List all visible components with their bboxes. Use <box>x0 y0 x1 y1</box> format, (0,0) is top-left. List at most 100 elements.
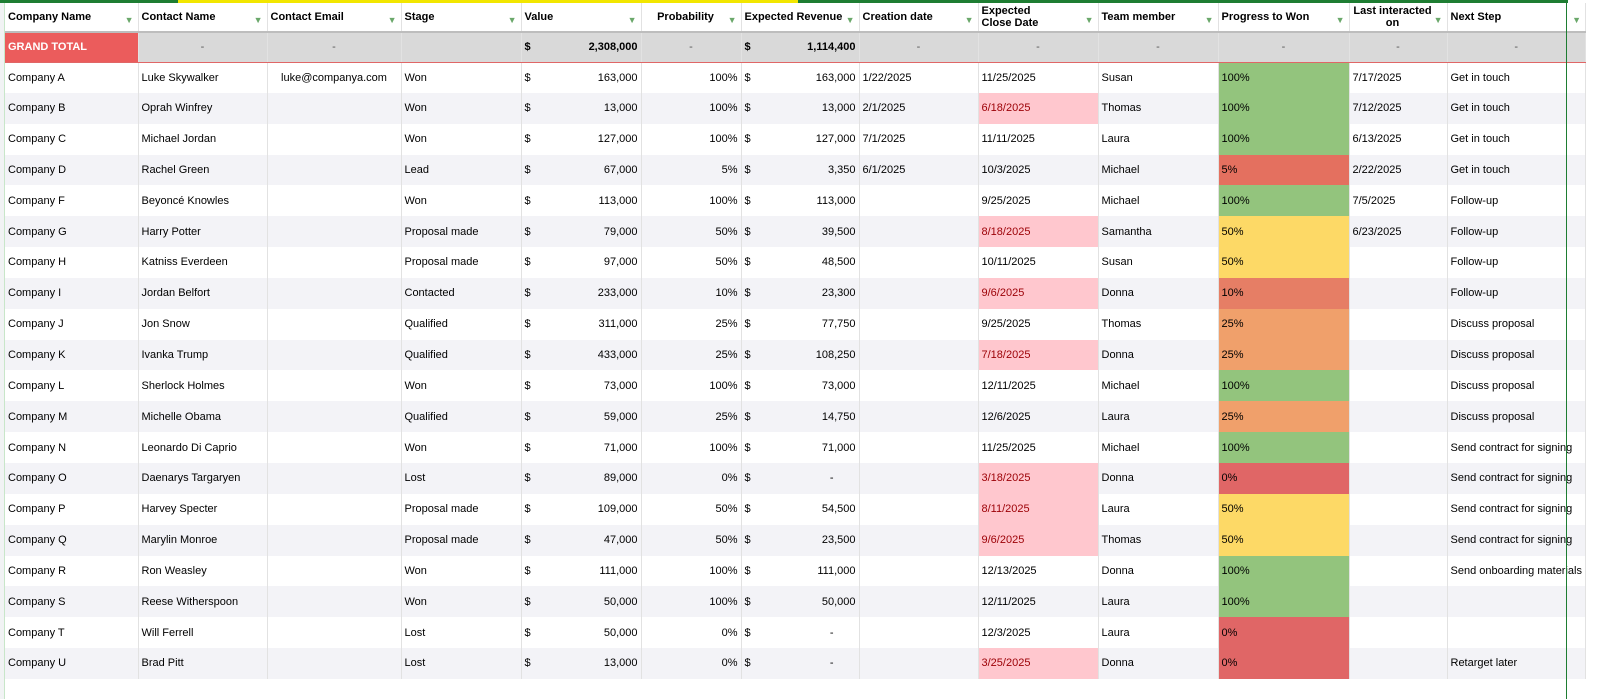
cell-team-member[interactable]: Laura <box>1098 586 1219 618</box>
cell-probability[interactable]: 100% <box>641 370 742 402</box>
cell-contact-name[interactable]: Daenarys Targaryen <box>138 462 268 494</box>
cell-last-interacted-on[interactable] <box>1349 401 1448 433</box>
cell-last-interacted-on[interactable]: 2/22/2025 <box>1349 154 1448 186</box>
filter-icon[interactable]: ▼ <box>1572 15 1581 25</box>
cell-progress-to-won[interactable]: 10% <box>1218 277 1350 309</box>
cell-contact-email[interactable] <box>267 555 402 587</box>
cell-value[interactable]: $50,000 <box>521 617 642 649</box>
cell-probability[interactable]: 0% <box>641 617 742 649</box>
header-creation-date[interactable]: Creation date ▼ <box>859 3 979 33</box>
cell-company-name[interactable]: Company A <box>5 62 139 93</box>
cell-probability[interactable]: 0% <box>641 648 742 679</box>
cell-progress-to-won[interactable]: 25% <box>1218 401 1350 433</box>
cell-expected-close-date[interactable]: 12/13/2025 <box>978 555 1099 587</box>
total-expected-revenue[interactable]: $1,114,400 <box>741 32 860 63</box>
cell-company-name[interactable]: Company I <box>5 277 139 309</box>
cell-company-name[interactable]: Company T <box>5 617 139 649</box>
cell-last-interacted-on[interactable] <box>1349 617 1448 649</box>
header-next-step[interactable]: Next Step ▼ <box>1447 3 1586 33</box>
cell-creation-date[interactable]: 1/22/2025 <box>859 62 979 93</box>
cell-value[interactable]: $13,000 <box>521 92 642 124</box>
cell-stage[interactable]: Qualified <box>401 308 522 340</box>
cell-value[interactable]: $13,000 <box>521 648 642 679</box>
cell-last-interacted-on[interactable]: 6/13/2025 <box>1349 123 1448 155</box>
cell-value[interactable]: $89,000 <box>521 462 642 494</box>
cell-probability[interactable]: 50% <box>641 524 742 556</box>
cell-expected-close-date[interactable]: 3/18/2025 <box>978 462 1099 494</box>
cell-expected-close-date[interactable]: 9/6/2025 <box>978 277 1099 309</box>
filter-icon[interactable]: ▼ <box>253 15 263 25</box>
cell-creation-date[interactable] <box>859 524 979 556</box>
cell-expected-revenue[interactable]: $73,000 <box>741 370 860 402</box>
cell-contact-name[interactable]: Marylin Monroe <box>138 524 268 556</box>
cell-expected-revenue[interactable]: $71,000 <box>741 432 860 463</box>
cell-company-name[interactable]: Company M <box>5 401 139 433</box>
cell-expected-revenue[interactable]: $ - <box>741 617 860 649</box>
cell-team-member[interactable]: Michael <box>1098 185 1219 217</box>
cell-contact-name[interactable]: Rachel Green <box>138 154 268 186</box>
cell-last-interacted-on[interactable]: 6/23/2025 <box>1349 216 1448 248</box>
cell-value[interactable]: $50,000 <box>521 586 642 618</box>
cell-next-step[interactable]: Send contract for signing <box>1447 462 1586 494</box>
cell-stage[interactable]: Lost <box>401 462 522 494</box>
cell-last-interacted-on[interactable] <box>1349 277 1448 309</box>
cell-stage[interactable]: Qualified <box>401 401 522 433</box>
cell-creation-date[interactable] <box>859 216 979 248</box>
cell-contact-name[interactable]: Will Ferrell <box>138 617 268 649</box>
cell-expected-revenue[interactable]: $127,000 <box>741 123 860 155</box>
cell-stage[interactable]: Won <box>401 586 522 618</box>
cell-contact-email[interactable] <box>267 493 402 525</box>
cell-probability[interactable]: 100% <box>641 62 742 93</box>
header-probability[interactable]: Probability ▼ <box>641 3 742 33</box>
cell-stage[interactable]: Proposal made <box>401 247 522 278</box>
cell-company-name[interactable]: Company S <box>5 586 139 618</box>
cell-stage[interactable]: Won <box>401 123 522 155</box>
cell-contact-email[interactable] <box>267 123 402 155</box>
cell-last-interacted-on[interactable] <box>1349 524 1448 556</box>
cell-creation-date[interactable] <box>859 432 979 463</box>
cell-next-step[interactable]: Send contract for signing <box>1447 493 1586 525</box>
cell-last-interacted-on[interactable] <box>1349 648 1448 679</box>
cell-value[interactable]: $311,000 <box>521 308 642 340</box>
cell-contact-email[interactable] <box>267 462 402 494</box>
cell-contact-name[interactable]: Ron Weasley <box>138 555 268 587</box>
cell[interactable]: - <box>138 32 268 63</box>
cell-progress-to-won[interactable]: 5% <box>1218 154 1350 186</box>
filter-icon[interactable]: ▼ <box>1335 15 1345 25</box>
cell-creation-date[interactable] <box>859 401 979 433</box>
cell-probability[interactable]: 100% <box>641 432 742 463</box>
cell[interactable]: - <box>859 32 979 63</box>
cell-value[interactable]: $109,000 <box>521 493 642 525</box>
header-team-member[interactable]: Team member ▼ <box>1098 3 1219 33</box>
filter-icon[interactable]: ▼ <box>964 15 974 25</box>
cell-contact-email[interactable] <box>267 92 402 124</box>
cell-value[interactable]: $59,000 <box>521 401 642 433</box>
cell-expected-revenue[interactable]: $113,000 <box>741 185 860 217</box>
cell-company-name[interactable]: Company U <box>5 648 139 679</box>
cell-team-member[interactable]: Michael <box>1098 370 1219 402</box>
cell-next-step[interactable]: Follow-up <box>1447 277 1586 309</box>
cell-company-name[interactable]: Company H <box>5 247 139 278</box>
cell-team-member[interactable]: Susan <box>1098 62 1219 93</box>
cell-progress-to-won[interactable]: 100% <box>1218 555 1350 587</box>
cell-next-step[interactable]: Follow-up <box>1447 247 1586 278</box>
cell-creation-date[interactable] <box>859 185 979 217</box>
cell-stage[interactable]: Lost <box>401 648 522 679</box>
cell-team-member[interactable]: Donna <box>1098 555 1219 587</box>
cell-expected-close-date[interactable]: 11/11/2025 <box>978 123 1099 155</box>
cell-value[interactable]: $127,000 <box>521 123 642 155</box>
cell-last-interacted-on[interactable] <box>1349 493 1448 525</box>
cell-contact-email[interactable] <box>267 277 402 309</box>
cell-progress-to-won[interactable]: 50% <box>1218 493 1350 525</box>
cell-contact-name[interactable]: Ivanka Trump <box>138 339 268 371</box>
cell-contact-email[interactable] <box>267 648 402 679</box>
cell-expected-revenue[interactable]: $50,000 <box>741 586 860 618</box>
cell-creation-date[interactable] <box>859 648 979 679</box>
cell-last-interacted-on[interactable]: 7/12/2025 <box>1349 92 1448 124</box>
header-contact-email[interactable]: Contact Email ▼ <box>267 3 402 33</box>
cell-stage[interactable]: Won <box>401 62 522 93</box>
cell-team-member[interactable]: Laura <box>1098 401 1219 433</box>
cell-progress-to-won[interactable]: 0% <box>1218 462 1350 494</box>
cell-next-step[interactable] <box>1447 586 1586 618</box>
cell-stage[interactable]: Lost <box>401 617 522 649</box>
